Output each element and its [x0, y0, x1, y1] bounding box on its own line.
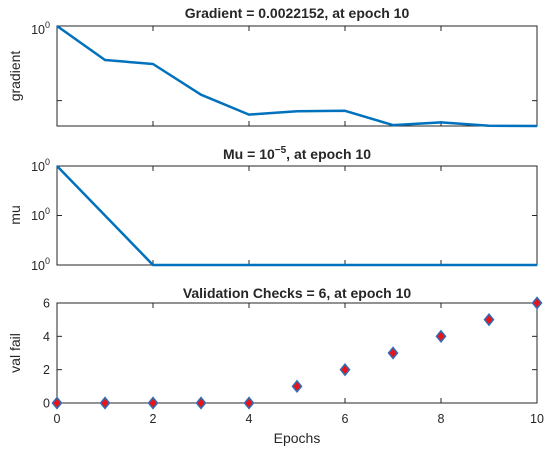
- validation-xlabel: Epochs: [274, 430, 321, 446]
- validation-point: [435, 329, 447, 344]
- validation-point: [147, 396, 159, 410]
- mu-ytick-label-mid: 100: [31, 206, 50, 223]
- validation-point: [531, 296, 543, 310]
- mu-ytick-label-bottom: 100: [31, 256, 50, 273]
- validation-title: Validation Checks = 6, at epoch 10: [183, 285, 412, 301]
- validation-point: [243, 396, 255, 410]
- validation-point: [291, 379, 303, 394]
- mu-ytick-label-top: 100: [31, 157, 50, 174]
- validation-xticks: 0 2 4 6 8 10: [54, 303, 544, 426]
- validation-ytick-label: 0: [43, 397, 50, 411]
- validation-xtick-label: 6: [342, 412, 349, 426]
- validation-ytick-label: 6: [43, 297, 50, 311]
- validation-point: [339, 362, 351, 377]
- mu-ylabel: mu: [7, 205, 23, 224]
- gradient-panel: Gradient = 0.0022152, at epoch 10 gradie…: [7, 5, 538, 128]
- validation-point: [51, 396, 63, 410]
- validation-point: [99, 396, 111, 410]
- validation-ytick-label: 2: [43, 363, 50, 377]
- gradient-title: Gradient = 0.0022152, at epoch 10: [185, 5, 410, 21]
- gradient-ytick-label: 100: [31, 20, 50, 37]
- mu-xticks: [56, 166, 538, 265]
- validation-xtick-label: 2: [150, 412, 157, 426]
- gradient-axes-box: [56, 25, 538, 127]
- validation-xtick-label: 10: [530, 412, 544, 426]
- gradient-series-line: [56, 24, 538, 128]
- validation-ylabel: val fail: [7, 333, 23, 373]
- validation-point: [483, 312, 495, 327]
- mu-series-line: [56, 165, 537, 267]
- validation-point: [195, 396, 207, 410]
- mu-panel: Mu = 10−5, at epoch 10 mu 100 100 100: [7, 145, 538, 273]
- validation-points: [51, 296, 543, 410]
- validation-ytick-label: 4: [43, 330, 50, 344]
- validation-xtick-label: 0: [54, 412, 61, 426]
- validation-panel: Validation Checks = 6, at epoch 10 val f…: [7, 285, 544, 446]
- validation-xtick-label: 8: [438, 412, 445, 426]
- gradient-ylabel: gradient: [7, 51, 23, 102]
- validation-point: [387, 346, 399, 360]
- mu-title: Mu = 10−5, at epoch 10: [223, 145, 371, 162]
- validation-xtick-label: 4: [246, 412, 253, 426]
- mu-axes-box: [56, 165, 538, 266]
